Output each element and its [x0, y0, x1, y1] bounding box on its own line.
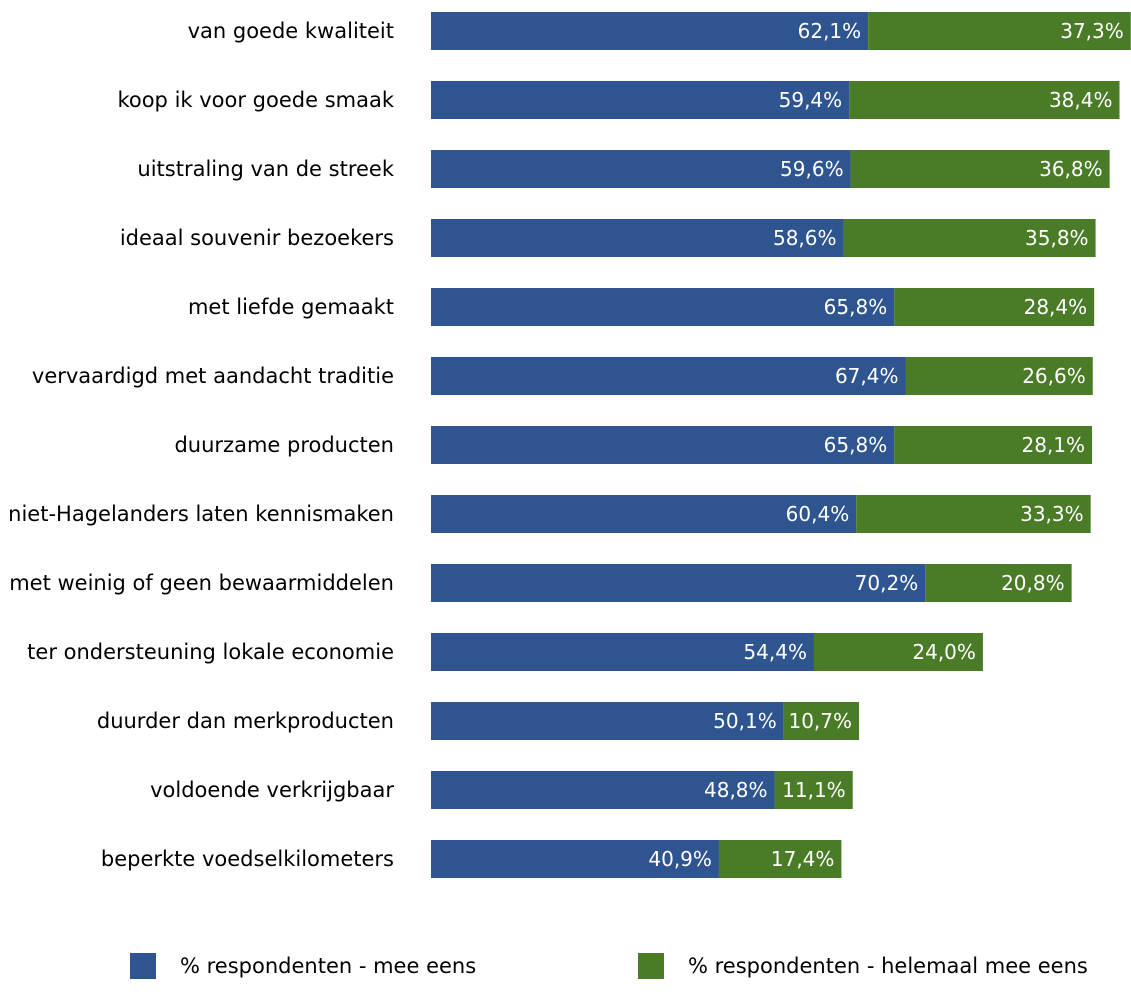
bar-segment	[843, 219, 1096, 257]
bar-segment	[894, 288, 1095, 326]
category-label: niet-Hagelanders laten kennismaken	[8, 502, 394, 526]
bar-segment	[431, 564, 926, 602]
data-label: 62,1%	[798, 19, 862, 43]
bar-segment	[850, 150, 1110, 188]
bar-segment	[431, 426, 895, 464]
data-label: 38,4%	[1049, 88, 1113, 112]
data-label: 20,8%	[1001, 571, 1065, 595]
legend-swatch	[130, 953, 156, 979]
data-label: 35,8%	[1025, 226, 1089, 250]
data-label: 58,6%	[773, 226, 837, 250]
bar-segment	[431, 12, 869, 50]
bar-segment	[783, 702, 860, 740]
data-label: 40,9%	[648, 847, 712, 871]
bar-segment	[431, 81, 850, 119]
category-label: met weinig of geen bewaarmiddelen	[9, 571, 394, 595]
data-label: 67,4%	[835, 364, 899, 388]
category-label: vervaardigd met aandacht traditie	[32, 364, 394, 388]
data-label: 24,0%	[912, 640, 976, 664]
bar-segment	[849, 81, 1120, 119]
data-label: 60,4%	[786, 502, 850, 526]
data-label: 37,3%	[1060, 19, 1124, 43]
data-label: 59,6%	[780, 157, 844, 181]
category-label: voldoende verkrijgbaar	[150, 778, 394, 802]
category-label: uitstraling van de streek	[137, 157, 394, 181]
bar-segment	[431, 288, 895, 326]
bar-segment	[718, 840, 842, 878]
bar-segment	[431, 771, 775, 809]
bar-segment	[431, 633, 814, 671]
bar-segment	[868, 12, 1131, 50]
data-label: 59,4%	[779, 88, 843, 112]
category-label: duurder dan merkproducten	[97, 709, 394, 733]
legend-swatch	[638, 953, 664, 979]
category-label: ter ondersteuning lokale economie	[27, 640, 394, 664]
plot-area: van goede kwaliteit 62,1% 37,3% koop ik voo…	[8, 12, 1131, 878]
bar-segment	[856, 495, 1091, 533]
bar-segment	[774, 771, 853, 809]
category-label: van goede kwaliteit	[188, 19, 394, 43]
data-label: 11,1%	[782, 778, 846, 802]
bar-segment	[431, 357, 906, 395]
bar-segment	[925, 564, 1072, 602]
data-label: 65,8%	[824, 295, 888, 319]
data-label: 50,1%	[713, 709, 777, 733]
data-label: 54,4%	[743, 640, 807, 664]
bar-segment	[431, 702, 784, 740]
bar-segment	[431, 495, 857, 533]
category-label: beperkte voedselkilometers	[101, 847, 394, 871]
data-label: 10,7%	[788, 709, 852, 733]
bar-segment	[431, 219, 844, 257]
legend-label: % respondenten - helemaal mee eens	[688, 954, 1088, 978]
data-label: 65,8%	[824, 433, 888, 457]
bar-segment	[905, 357, 1093, 395]
data-label: 26,6%	[1022, 364, 1086, 388]
bar-segment	[813, 633, 983, 671]
data-label: 17,4%	[771, 847, 835, 871]
category-label: met liefde gemaakt	[188, 295, 394, 319]
bar-segment	[431, 150, 851, 188]
legend-label: % respondenten - mee eens	[180, 954, 476, 978]
category-label: koop ik voor goede smaak	[117, 88, 394, 112]
data-label: 28,4%	[1024, 295, 1088, 319]
data-label: 33,3%	[1020, 502, 1084, 526]
legend: % respondenten - mee eens % respondenten …	[130, 953, 1088, 979]
data-label: 28,1%	[1022, 433, 1086, 457]
data-label: 36,8%	[1039, 157, 1103, 181]
bar-segment	[431, 840, 719, 878]
data-label: 48,8%	[704, 778, 768, 802]
data-label: 70,2%	[855, 571, 919, 595]
category-label: duurzame producten	[174, 433, 394, 457]
category-label: ideaal souvenir bezoekers	[120, 226, 394, 250]
bar-segment	[894, 426, 1093, 464]
